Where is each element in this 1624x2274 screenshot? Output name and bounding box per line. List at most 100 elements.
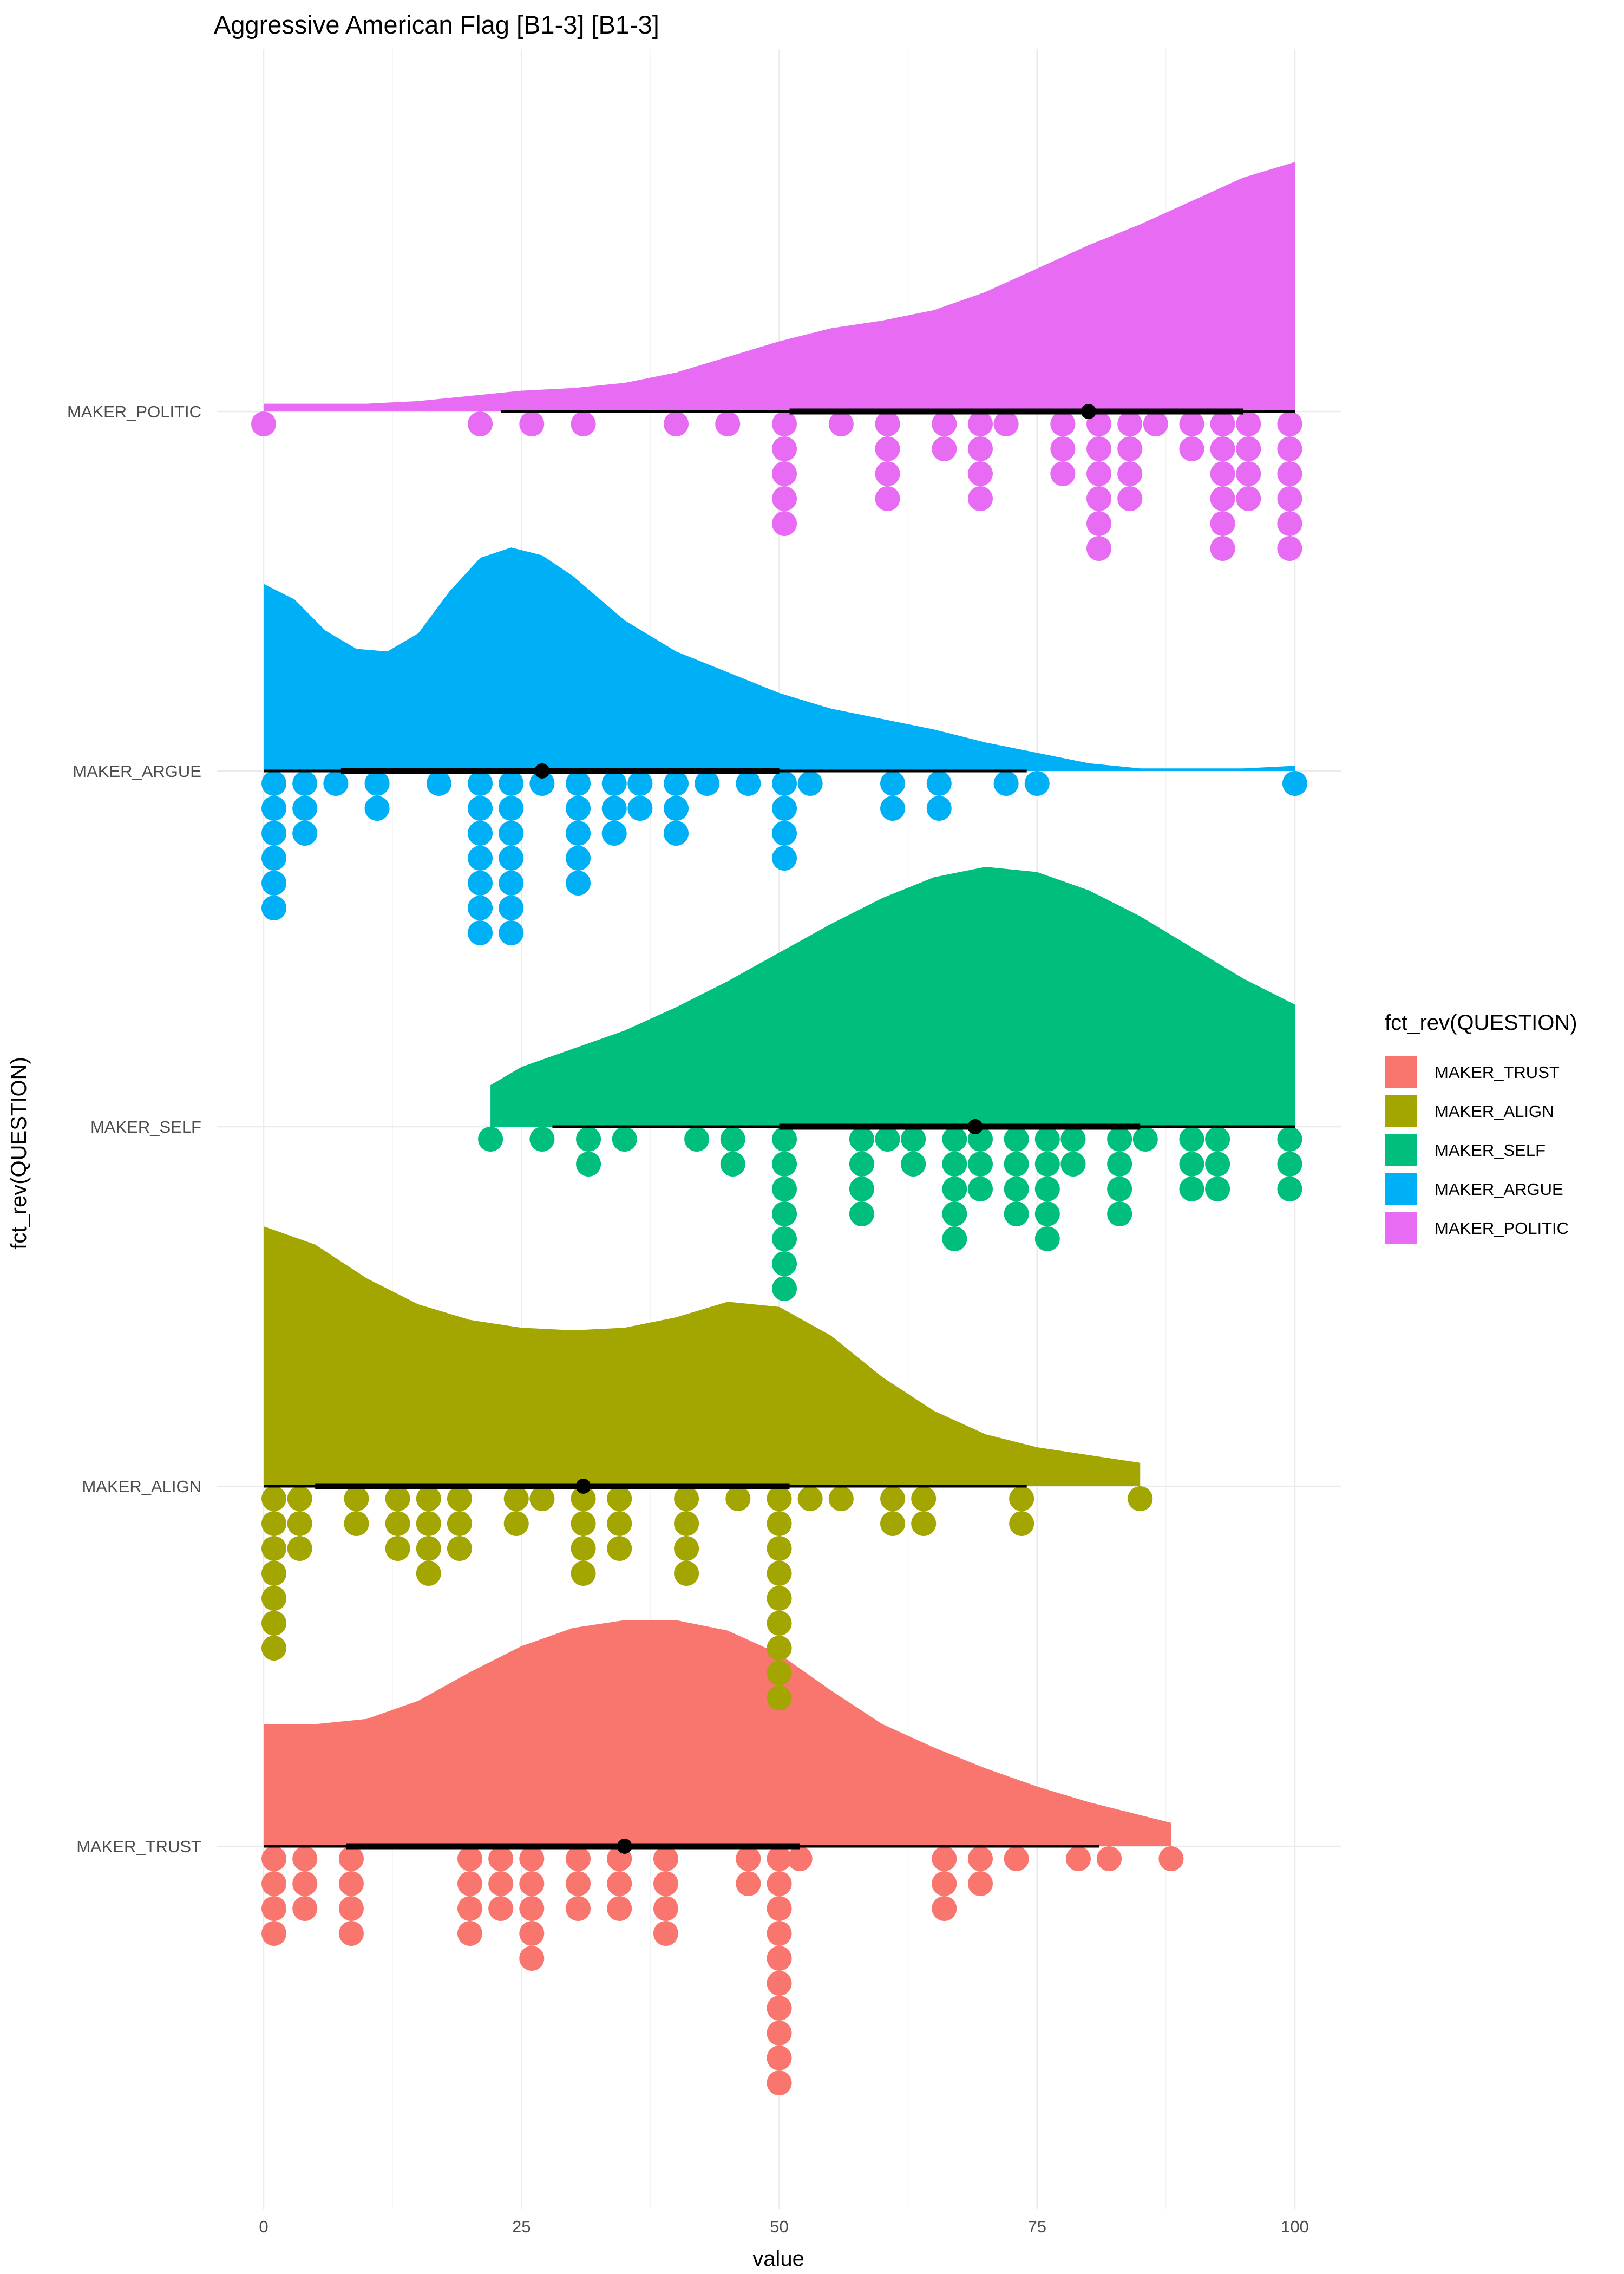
data-dot xyxy=(1205,1177,1230,1201)
y-tick-label: MAKER_POLITIC xyxy=(67,402,201,421)
data-dot xyxy=(772,511,797,536)
data-dot xyxy=(767,1636,792,1661)
x-tick-label: 75 xyxy=(1028,2217,1046,2236)
median-point xyxy=(534,763,550,779)
data-dot xyxy=(519,1946,545,1971)
data-dot xyxy=(529,1486,555,1511)
data-dot xyxy=(1065,1846,1091,1871)
data-dot xyxy=(1277,1152,1302,1177)
data-dot xyxy=(967,1846,993,1871)
data-dot xyxy=(767,1846,792,1871)
data-dot xyxy=(457,1846,482,1871)
data-dot xyxy=(1158,1846,1184,1871)
data-dot xyxy=(566,846,591,871)
data-dot xyxy=(292,1846,318,1871)
data-dot xyxy=(901,1127,926,1152)
data-dot xyxy=(664,771,689,796)
data-dot xyxy=(468,871,493,896)
data-dot xyxy=(875,461,900,486)
data-dot xyxy=(736,1871,761,1896)
data-dot xyxy=(261,796,287,821)
data-dot xyxy=(292,821,318,846)
data-dot xyxy=(468,896,493,920)
data-dot xyxy=(1205,1152,1230,1177)
data-dot xyxy=(767,1896,792,1921)
data-dot xyxy=(1277,1177,1302,1201)
data-dot xyxy=(607,1896,632,1921)
data-dot xyxy=(736,1846,761,1871)
data-dot xyxy=(529,771,555,796)
data-dot xyxy=(772,1251,797,1276)
dot-stacks xyxy=(251,411,1307,2095)
y-axis-title: fct_rev(QUESTION) xyxy=(7,1057,31,1250)
data-dot xyxy=(601,771,627,796)
data-dot xyxy=(1060,1152,1086,1177)
data-dot xyxy=(1277,511,1302,536)
data-dot xyxy=(767,1921,792,1946)
data-dot xyxy=(364,796,390,821)
density-clouds xyxy=(264,162,1295,1846)
data-dot xyxy=(1034,1152,1060,1177)
data-dot xyxy=(653,1921,678,1946)
data-dot xyxy=(499,771,524,796)
x-tick-label: 50 xyxy=(770,2217,788,2236)
data-dot xyxy=(261,1486,287,1511)
data-dot xyxy=(416,1511,441,1536)
data-dot xyxy=(993,771,1019,796)
data-dot xyxy=(457,1896,482,1921)
data-dot xyxy=(967,486,993,511)
y-tick-label: MAKER_TRUST xyxy=(76,1837,201,1856)
data-dot xyxy=(261,1586,287,1611)
chart-title: Aggressive American Flag [B1-3] [B1-3] xyxy=(214,10,659,39)
data-dot xyxy=(875,1127,900,1152)
data-dot xyxy=(767,1971,792,1996)
data-dot xyxy=(364,771,390,796)
data-dot xyxy=(261,1536,287,1561)
data-dot xyxy=(571,1511,596,1536)
data-dot xyxy=(684,1127,710,1152)
data-dot xyxy=(1117,436,1143,461)
data-dot xyxy=(1236,486,1261,511)
data-dot xyxy=(942,1226,967,1251)
data-dot xyxy=(849,1201,874,1226)
legend-label: MAKER_SELF xyxy=(1435,1141,1546,1160)
data-dot xyxy=(993,411,1019,436)
data-dot xyxy=(736,771,761,796)
data-dot xyxy=(261,1921,287,1946)
data-dot xyxy=(416,1536,441,1561)
data-dot xyxy=(503,1486,529,1511)
data-dot xyxy=(720,1127,745,1152)
data-dot xyxy=(787,1846,813,1871)
data-dot xyxy=(1179,411,1204,436)
y-tick-label: MAKER_ARGUE xyxy=(73,762,201,781)
data-dot xyxy=(566,1846,591,1871)
data-dot xyxy=(849,1127,874,1152)
data-dot xyxy=(1004,1152,1029,1177)
data-dot xyxy=(519,1921,545,1946)
data-dot xyxy=(880,796,906,821)
x-axis-ticks: 0 25 50 75 100 xyxy=(259,2217,1308,2236)
data-dot xyxy=(261,1871,287,1896)
data-dot xyxy=(1210,461,1235,486)
data-dot xyxy=(251,411,276,436)
data-dot xyxy=(767,1685,792,1710)
data-dot xyxy=(478,1127,503,1152)
data-dot xyxy=(1004,1177,1029,1201)
data-dot xyxy=(942,1152,967,1177)
median-point xyxy=(617,1839,632,1854)
data-dot xyxy=(1236,461,1261,486)
legend-title: fct_rev(QUESTION) xyxy=(1385,1011,1577,1035)
data-dot xyxy=(1236,411,1261,436)
data-dot xyxy=(488,1871,514,1896)
data-dot xyxy=(828,1486,854,1511)
data-dot xyxy=(468,846,493,871)
data-dot xyxy=(1210,486,1235,511)
data-dot xyxy=(1097,1846,1122,1871)
data-dot xyxy=(499,796,524,821)
data-dot xyxy=(1034,1201,1060,1226)
data-dot xyxy=(653,1896,678,1921)
data-dot xyxy=(875,486,900,511)
data-dot xyxy=(695,771,720,796)
data-dot xyxy=(571,1561,596,1586)
data-dot xyxy=(457,1921,482,1946)
